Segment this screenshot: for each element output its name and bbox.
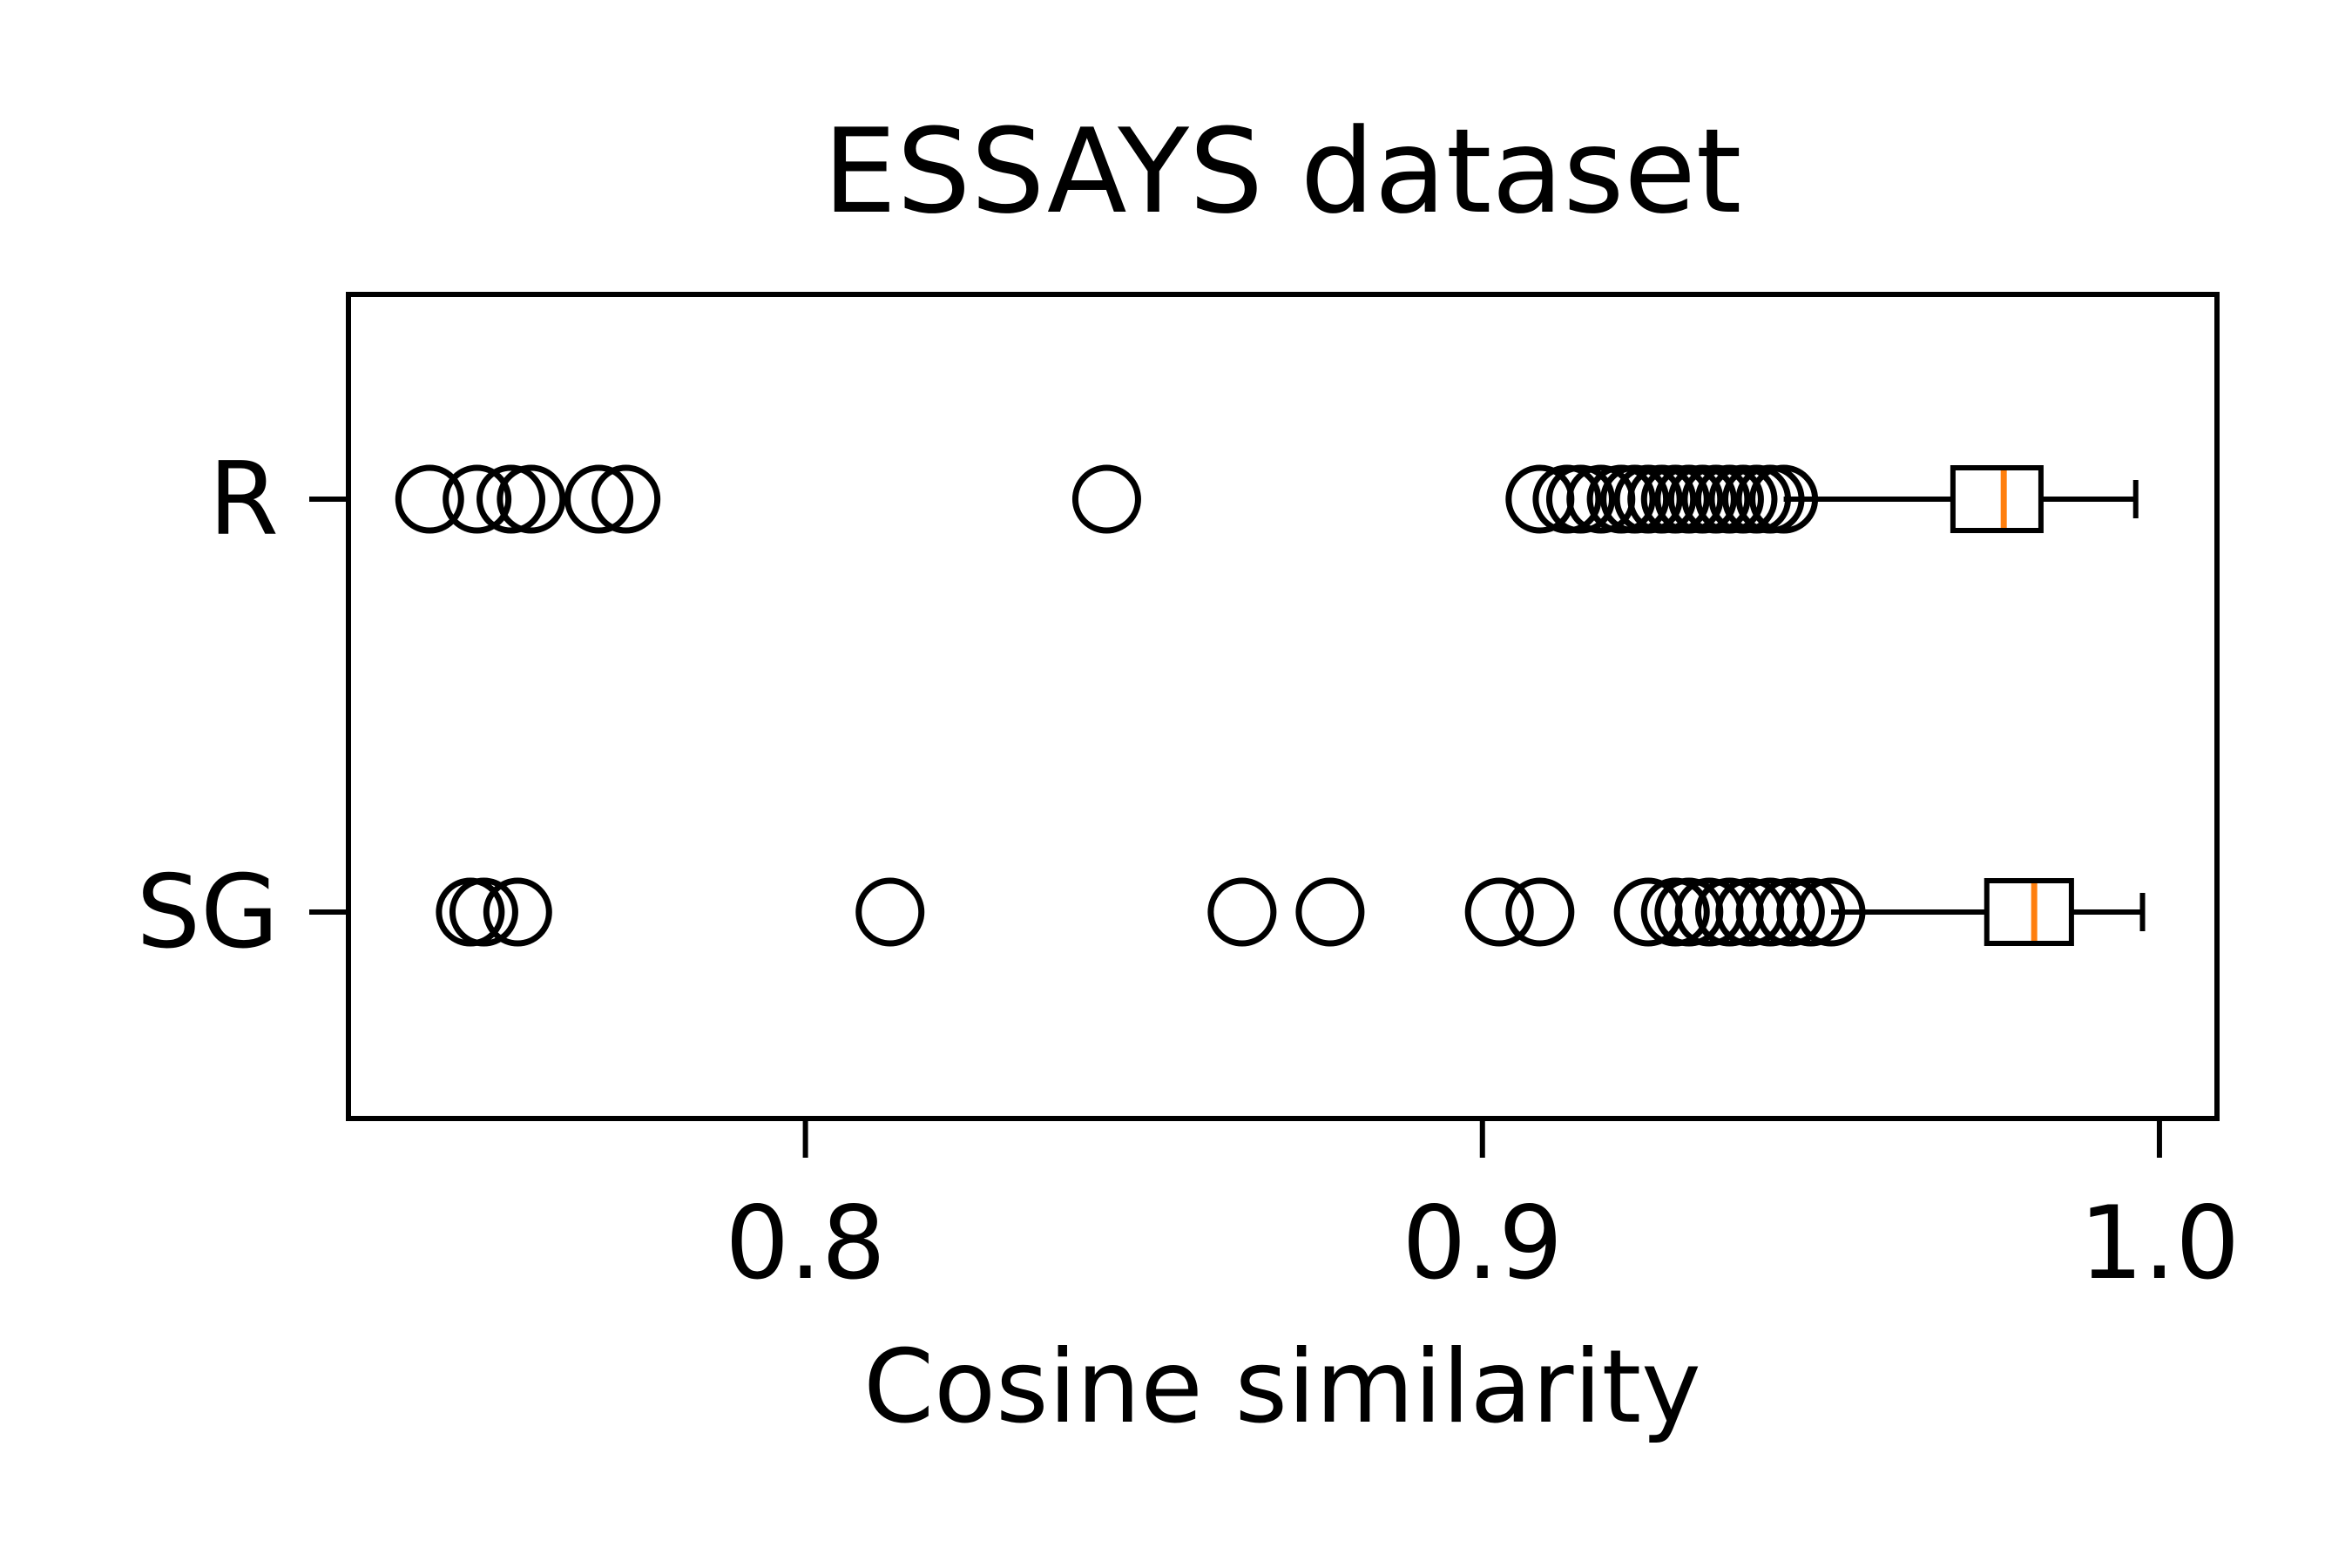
- outlier-point-r-5: [591, 464, 661, 534]
- outlier-point-r-2: [476, 464, 546, 534]
- outlier-point-sg-2: [483, 877, 552, 947]
- outlier-point-r-9: [1545, 464, 1615, 534]
- outlier-point-r-0: [395, 464, 464, 534]
- outlier-point-r-1: [443, 464, 512, 534]
- outlier-point-sg-4: [1207, 877, 1277, 947]
- x-tick-label-0: 0.8: [725, 1185, 885, 1302]
- y-tick-label-r: R: [208, 441, 279, 558]
- outlier-point-r-23: [1749, 464, 1819, 534]
- box-sg: [1984, 878, 2074, 946]
- series-r: [395, 464, 2139, 534]
- outlier-point-sg-5: [1295, 877, 1365, 947]
- outlier-point-sg-7: [1505, 877, 1575, 947]
- outlier-point-sg-1: [449, 877, 518, 947]
- outlier-point-r-6: [1071, 464, 1141, 534]
- outlier-point-sg-16: [1776, 877, 1846, 947]
- x-tick-label-2: 1.0: [2079, 1185, 2240, 1302]
- outlier-point-sg-6: [1464, 877, 1534, 947]
- x-axis-label: Cosine similarity: [863, 1328, 1701, 1446]
- plot-area: [395, 464, 2146, 947]
- axes-frame: [346, 292, 2220, 1121]
- outlier-point-r-4: [564, 464, 634, 534]
- outlier-point-sg-3: [855, 877, 925, 947]
- x-tick-label-1: 0.9: [1402, 1185, 1563, 1302]
- y-tick-label-sg: SG: [136, 854, 279, 971]
- outlier-point-sg-15: [1755, 877, 1825, 947]
- axis-ticks: R SG 0.8 0.9 1.0: [136, 441, 2240, 1302]
- outlier-point-r-3: [497, 464, 566, 534]
- outlier-point-sg-17: [1796, 877, 1866, 947]
- box-r: [1950, 465, 2044, 533]
- chart-title: ESSAYS dataset: [823, 104, 1742, 240]
- series-sg: [436, 877, 2146, 947]
